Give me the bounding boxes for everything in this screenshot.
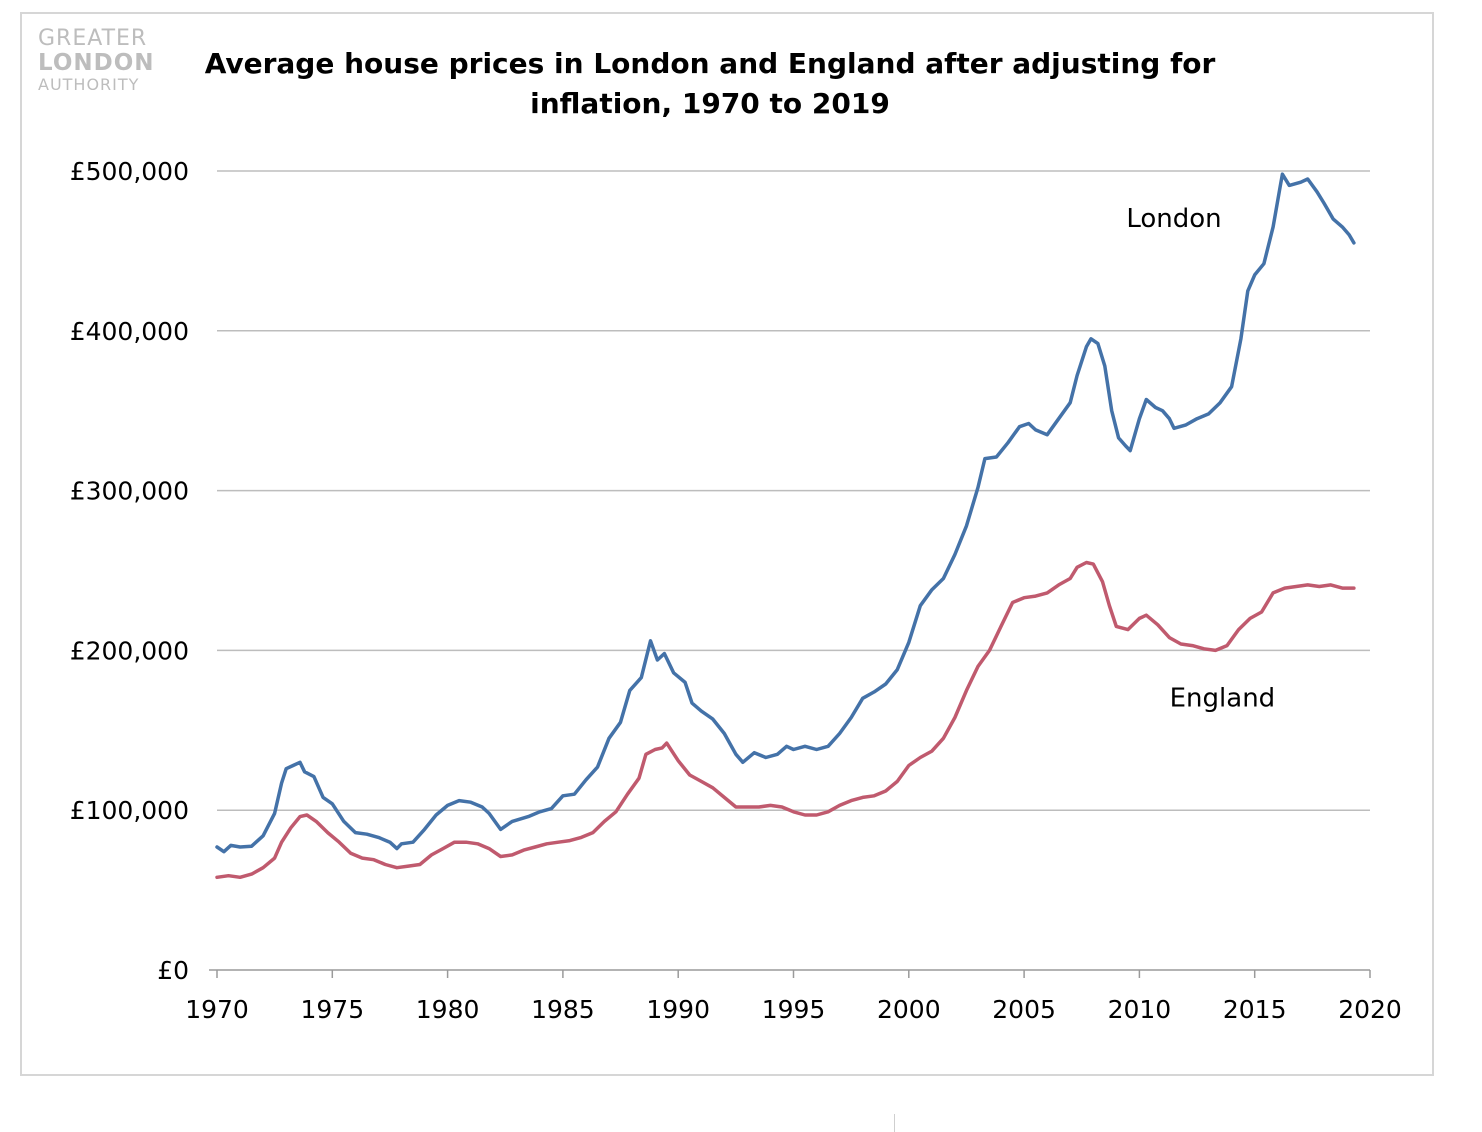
- x-tick-label: 1975: [300, 995, 364, 1024]
- y-tick-label: £0: [157, 956, 189, 985]
- logo-line-london: LONDON: [38, 50, 155, 76]
- x-tick-label: 1970: [185, 995, 249, 1024]
- series-lines: [215, 172, 1356, 880]
- x-tick-label: 2000: [877, 995, 941, 1024]
- page-divider-tick: [894, 1114, 895, 1132]
- logo-line-greater: GREATER: [38, 26, 148, 51]
- gridlines: [217, 170, 1370, 811]
- y-tick-label: £400,000: [70, 317, 189, 346]
- x-tick-label: 2015: [1223, 995, 1287, 1024]
- series-label-england: England: [1170, 683, 1276, 713]
- logo-line-authority: AUTHORITY: [38, 75, 140, 94]
- series-label-london: London: [1126, 204, 1221, 234]
- series-line-england: [215, 560, 1356, 880]
- series-line-london: [215, 172, 1356, 854]
- x-tick-label: 2010: [1108, 995, 1172, 1024]
- y-tick-label: £100,000: [70, 796, 189, 825]
- x-tick-label: 2005: [992, 995, 1056, 1024]
- x-tick-label: 2020: [1338, 995, 1402, 1024]
- y-tick-label: £500,000: [70, 157, 189, 186]
- axes: £0 £100,000 £200,000 £300,000 £400,000 £500,0…: [70, 157, 1402, 1024]
- x-tick-label: 1990: [646, 995, 710, 1024]
- y-tick-label: £300,000: [70, 477, 189, 506]
- x-tick-label: 1995: [762, 995, 826, 1024]
- chart-frame: [20, 12, 1434, 1076]
- x-tick-label: 1985: [531, 995, 595, 1024]
- y-tick-label: £200,000: [70, 636, 189, 665]
- chart-title: Average house prices in London and Engla…: [204, 47, 1216, 120]
- gla-logo: GREATER LONDON AUTHORITY: [38, 28, 162, 93]
- series-labels: London England: [1126, 204, 1275, 713]
- x-tick-label: 1980: [416, 995, 480, 1024]
